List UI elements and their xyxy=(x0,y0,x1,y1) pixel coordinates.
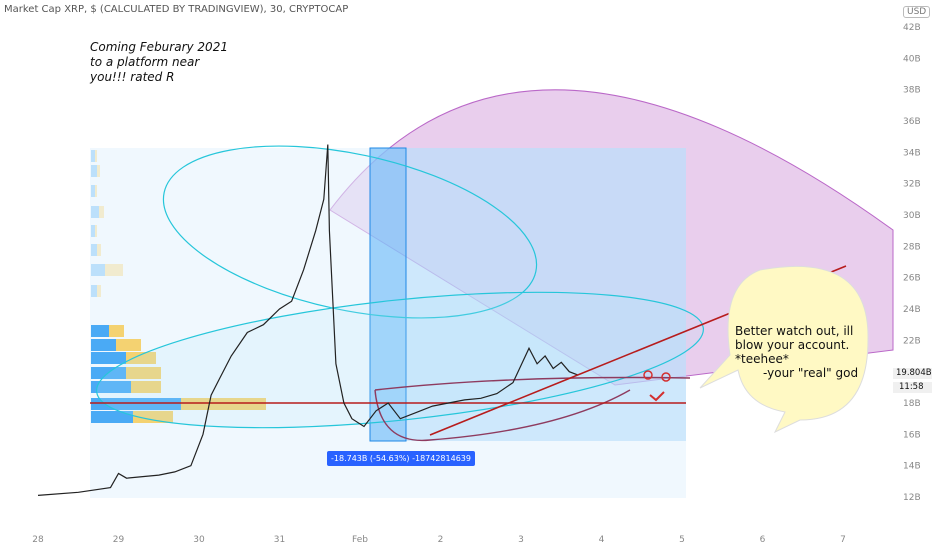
note-line: Coming Feburary 2021 xyxy=(90,40,228,54)
eye-mark xyxy=(643,370,653,380)
curve-line xyxy=(374,389,631,442)
volume-profile-bar xyxy=(91,185,95,197)
x-tick-label: 31 xyxy=(274,535,285,545)
volume-profile-bar xyxy=(91,398,181,410)
x-tick-label: 7 xyxy=(840,535,846,545)
speech-bubble-text: Better watch out, ill blow your account.… xyxy=(735,324,858,380)
volume-profile-bar xyxy=(95,150,97,162)
measure-bar xyxy=(369,147,407,442)
volume-profile-bar xyxy=(91,285,97,297)
volume-profile-bar xyxy=(91,150,95,162)
y-tick-label: 38B xyxy=(903,86,921,96)
ellipse-outline xyxy=(96,291,704,429)
y-tick-label: 16B xyxy=(903,430,921,440)
x-tick-label: 2 xyxy=(438,535,444,545)
countdown-tag: 11:58 xyxy=(893,382,932,393)
y-tick-label: 40B xyxy=(903,54,921,64)
volume-profile-bar xyxy=(95,225,97,237)
volume-profile-bar xyxy=(91,352,126,364)
volume-profile-bar xyxy=(99,206,104,218)
volume-profile-bar xyxy=(97,244,101,256)
x-tick-label: 28 xyxy=(32,535,44,545)
note-line: you!!! rated R xyxy=(90,70,175,84)
x-tick-label: 30 xyxy=(193,535,205,545)
volume-profile-bar xyxy=(97,285,101,297)
volume-profile-bar xyxy=(91,264,105,276)
y-tick-label: 26B xyxy=(903,274,921,284)
volume-profile-bar xyxy=(116,339,141,351)
volume-profile-bar xyxy=(91,225,95,237)
volume-profile-bar xyxy=(109,325,124,337)
y-tick-label: 14B xyxy=(903,462,921,472)
y-tick-label: 18B xyxy=(903,399,921,409)
x-tick-label: 29 xyxy=(113,535,125,545)
y-tick-label: 28B xyxy=(903,242,921,252)
x-tick-label: 5 xyxy=(679,535,685,545)
x-tick-label: 6 xyxy=(760,535,766,545)
volume-profile-bar xyxy=(91,206,99,218)
y-tick-label: 12B xyxy=(903,493,921,503)
volume-profile-bar xyxy=(91,244,97,256)
note-line: to a platform near xyxy=(90,55,200,69)
volume-profile-bar xyxy=(126,367,161,379)
x-axis: 28 29 30 31 Feb 2 3 4 5 6 7 xyxy=(32,535,846,545)
bubble-line: Better watch out, ill xyxy=(735,324,854,338)
smile-mark xyxy=(649,391,665,402)
volume-profile-bar xyxy=(95,185,97,197)
volume-profile-bar xyxy=(91,165,97,177)
volume-profile-bar xyxy=(91,339,116,351)
y-tick-label: 32B xyxy=(903,180,921,190)
speech-bubble-shape xyxy=(699,265,869,434)
y-axis: 12B14B16B18B20B22B24B26B28B30B32B34B36B3… xyxy=(903,23,921,503)
y-tick-label: 36B xyxy=(903,117,921,127)
measure-label: -18.743B (-54.63%) -18742814639 xyxy=(327,451,475,466)
volume-profile-bar xyxy=(91,411,133,423)
y-tick-label: 34B xyxy=(903,148,921,158)
x-tick-label: 4 xyxy=(599,535,605,545)
bubble-line: *teehee* xyxy=(735,352,789,366)
bubble-line: blow your account. xyxy=(735,338,850,352)
y-tick-label: 30B xyxy=(903,211,921,221)
speech-bubble xyxy=(699,265,869,434)
volume-profile-bar xyxy=(181,398,266,410)
volume-profile-bar xyxy=(131,381,161,393)
bubble-line: -your "real" god xyxy=(763,366,859,380)
price-line xyxy=(37,144,578,496)
y-tick-label: 22B xyxy=(903,336,921,346)
range-background xyxy=(90,148,686,498)
y-tick-label: 24B xyxy=(903,305,921,315)
volume-profile-bar xyxy=(133,411,173,423)
x-tick-label: Feb xyxy=(352,535,368,545)
volume-profile-bar xyxy=(97,165,100,177)
currency-badge[interactable]: USD xyxy=(903,6,931,18)
measure-region xyxy=(370,148,686,441)
last-price-tag: 19.804B xyxy=(893,368,932,379)
eye-mark xyxy=(661,372,671,382)
x-tick-label: 3 xyxy=(518,535,524,545)
volume-profile-bar xyxy=(126,352,156,364)
volume-profile-bar xyxy=(91,325,109,337)
y-tick-label: 42B xyxy=(903,23,921,33)
volume-profile-bar xyxy=(91,381,131,393)
chart-title: Market Cap XRP, $ (CALCULATED BY TRADING… xyxy=(4,4,349,15)
annotation-note: Coming Feburary 2021 to a platform near … xyxy=(90,40,228,85)
price-series xyxy=(37,144,578,496)
volume-profile-bar xyxy=(105,264,123,276)
